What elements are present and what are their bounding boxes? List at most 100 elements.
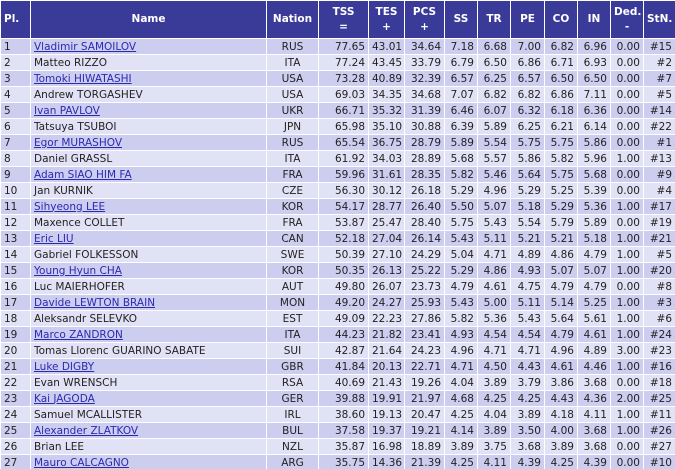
score: 30.12 (368, 182, 405, 199)
skater-link[interactable]: Ivan PAVLOV (34, 104, 100, 117)
skater-link[interactable]: Mauro CALCAGNO (34, 456, 129, 469)
skater-link[interactable]: Luke DIGBY (34, 360, 95, 373)
skater-link[interactable]: Young Hyun CHA (34, 264, 122, 277)
score: #20 (643, 262, 675, 279)
skater-link[interactable]: Sihyeong LEE (34, 200, 106, 213)
score: 56.30 (318, 182, 369, 199)
place: 4 (0, 86, 31, 103)
score: #5 (643, 86, 675, 103)
score: 34.03 (368, 150, 405, 167)
skater-name: Kai JAGODA (30, 390, 267, 407)
place: 7 (0, 134, 31, 151)
score: 4.75 (510, 278, 545, 295)
score: 65.98 (318, 118, 369, 135)
score: 4.04 (444, 374, 478, 391)
score: 4.25 (444, 406, 478, 423)
score: 4.25 (477, 390, 511, 407)
score: 28.89 (404, 150, 445, 167)
column-header: TES + (368, 0, 405, 39)
skater-link[interactable]: Vladimir SAMOILOV (34, 40, 137, 53)
skater-link[interactable]: Eric LIU (34, 232, 74, 245)
nation: SUI (266, 342, 319, 359)
skater-link[interactable]: Tomoki HIWATASHI (34, 72, 132, 85)
skater-link[interactable]: Marco ZANDRON (34, 328, 123, 341)
result-row: 16 Luc MAIERHOFER AUT 49.80 26.07 23.73 4.79 4.… (0, 278, 675, 295)
score: 49.80 (318, 278, 369, 295)
score: #11 (643, 406, 675, 423)
score: 4.11 (477, 454, 511, 469)
score: 4.00 (544, 422, 578, 439)
skater-link[interactable]: Kai JAGODA (34, 392, 95, 405)
score: #8 (643, 278, 675, 295)
score: 21.97 (404, 390, 445, 407)
score: 0.00 (610, 102, 644, 119)
score: 6.71 (544, 54, 578, 71)
header-label: Nation (272, 13, 313, 25)
score: 4.25 (544, 454, 578, 469)
score: 21.82 (368, 326, 405, 343)
score: 5.79 (544, 214, 578, 231)
nation: ITA (266, 150, 319, 167)
skater-link[interactable]: Alexander ZLATKOV (34, 424, 139, 437)
skater-link[interactable]: Adam SIAO HIM FA (34, 168, 132, 181)
score: 26.07 (368, 278, 405, 295)
score: 32.39 (404, 70, 445, 87)
skater-name: Sihyeong LEE (30, 198, 267, 215)
score: 35.10 (368, 118, 405, 135)
score: 77.65 (318, 38, 369, 55)
score: 49.20 (318, 294, 369, 311)
score: 4.50 (477, 358, 511, 375)
score: #24 (643, 326, 675, 343)
skater-name: Egor MURASHOV (30, 134, 267, 151)
nation: BUL (266, 422, 319, 439)
score: 5.21 (510, 230, 545, 247)
place: 13 (0, 230, 31, 247)
score: 5.25 (577, 294, 611, 311)
score: 0.00 (610, 134, 644, 151)
score: 5.39 (577, 182, 611, 199)
score: 19.26 (404, 374, 445, 391)
place: 21 (0, 358, 31, 375)
score: 59.96 (318, 166, 369, 183)
score: 53.87 (318, 214, 369, 231)
score: 25.93 (404, 294, 445, 311)
score: 0.00 (610, 454, 644, 469)
score: #5 (643, 246, 675, 263)
score: 0.00 (610, 118, 644, 135)
result-row: 8 Daniel GRASSL ITA 61.92 34.03 28.89 5.68 5.57… (0, 150, 675, 167)
score: 4.54 (477, 326, 511, 343)
score: 0.00 (610, 70, 644, 87)
score: 5.36 (577, 198, 611, 215)
score: 1.00 (610, 262, 644, 279)
score: 4.86 (544, 246, 578, 263)
score: 5.11 (477, 230, 511, 247)
column-header: CO (544, 0, 578, 39)
score: 5.29 (444, 182, 478, 199)
score: 4.96 (477, 182, 511, 199)
skater-link[interactable]: Egor MURASHOV (34, 136, 122, 149)
score: 26.40 (404, 198, 445, 215)
place: 20 (0, 342, 31, 359)
score: 5.75 (444, 214, 478, 231)
score: 3.50 (510, 422, 545, 439)
score: 7.11 (577, 86, 611, 103)
score: #4 (643, 182, 675, 199)
skater-name: Daniel GRASSL (30, 150, 267, 167)
column-header: PCS + (404, 0, 445, 39)
skater-link[interactable]: Davide LEWTON BRAIN (34, 296, 156, 309)
score: 6.18 (544, 102, 578, 119)
score: 38.60 (318, 406, 369, 423)
score: 40.69 (318, 374, 369, 391)
score: 5.96 (577, 150, 611, 167)
score: 0.00 (610, 438, 644, 455)
score: 4.04 (477, 406, 511, 423)
column-header: Pl. (0, 0, 31, 39)
score: 4.36 (577, 390, 611, 407)
score: 19.91 (368, 390, 405, 407)
result-row: 15 Young Hyun CHA KOR 50.35 26.13 25.22 5.29 4.… (0, 262, 675, 279)
score: 49.09 (318, 310, 369, 327)
score: 28.79 (404, 134, 445, 151)
score: 28.77 (368, 198, 405, 215)
score: 5.50 (444, 198, 478, 215)
